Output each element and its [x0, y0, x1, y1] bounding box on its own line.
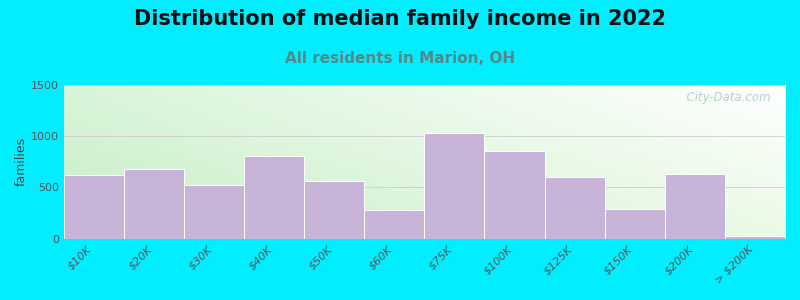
Y-axis label: families: families [15, 137, 28, 186]
Bar [665, 174, 725, 239]
Text: City-Data.com: City-Data.com [679, 91, 770, 104]
Bar [364, 210, 424, 239]
Bar [184, 185, 244, 239]
Bar [725, 236, 785, 239]
Bar [124, 169, 184, 239]
Bar [545, 177, 605, 239]
Text: Distribution of median family income in 2022: Distribution of median family income in … [134, 9, 666, 29]
Text: All residents in Marion, OH: All residents in Marion, OH [285, 51, 515, 66]
Bar [605, 209, 665, 239]
Bar [64, 175, 124, 239]
Bar [244, 156, 304, 239]
Bar [485, 151, 545, 239]
Bar [424, 133, 485, 239]
Bar [304, 181, 364, 239]
